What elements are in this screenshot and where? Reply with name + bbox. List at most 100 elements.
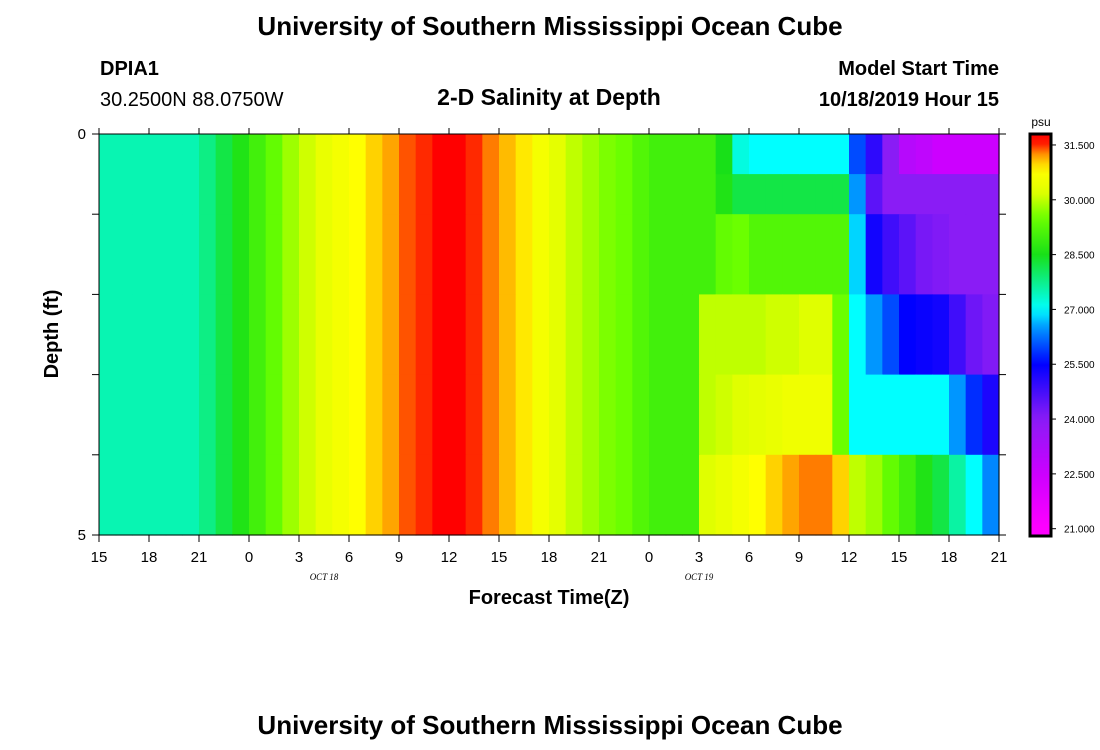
heatmap-cell: [432, 134, 450, 215]
heatmap-cell: [932, 134, 950, 175]
heatmap-cell: [432, 374, 450, 456]
heatmap-cell: [749, 134, 767, 175]
heatmap-cell: [132, 454, 150, 536]
heatmap-cell: [265, 214, 283, 295]
heatmap-cell: [715, 134, 733, 175]
colorbar-tick-label: 28.500: [1064, 251, 1095, 262]
heatmap-cell: [982, 134, 1000, 175]
heatmap-cell: [815, 374, 833, 456]
heatmap-cell: [599, 134, 617, 215]
heatmap-cell: [665, 454, 683, 536]
heatmap-cell: [799, 374, 817, 456]
heatmap-cell: [582, 454, 600, 536]
heatmap-cell: [465, 454, 483, 536]
heatmap-cell: [432, 214, 450, 295]
heatmap-cell: [715, 294, 733, 376]
heatmap-cell: [932, 374, 950, 456]
heatmap-cell: [182, 134, 200, 215]
heatmap-cell: [449, 214, 467, 295]
heatmap-cell: [865, 454, 883, 536]
heatmap-cell: [165, 214, 183, 295]
heatmap-cell: [982, 294, 1000, 376]
station-name: DPIA1: [100, 58, 159, 80]
heatmap-cell: [965, 294, 983, 376]
heatmap-cell: [932, 214, 950, 295]
heatmap-cell: [899, 454, 917, 536]
heatmap-cell: [982, 214, 1000, 295]
y-tick-label: 0: [78, 126, 86, 143]
heatmap-cell: [315, 294, 333, 376]
heatmap-cell: [549, 294, 567, 376]
heatmap-cell: [265, 454, 283, 536]
x-tick-label: 21: [191, 549, 208, 566]
date-label: OCT 18: [310, 572, 339, 582]
heatmap-cell: [415, 454, 433, 536]
heatmap-cell: [465, 134, 483, 215]
heatmap-cell: [149, 134, 167, 215]
heatmap-cell: [532, 454, 550, 536]
heatmap-cell: [665, 294, 683, 376]
x-tick-label: 12: [841, 549, 858, 566]
colorbar-tick-label: 30.000: [1064, 196, 1095, 207]
heatmap-cell: [365, 374, 383, 456]
heatmap-cell: [482, 374, 500, 456]
heatmap-cell: [265, 134, 283, 215]
heatmap-cell: [832, 134, 850, 175]
model-start-value: 10/18/2019 Hour 15: [819, 89, 999, 111]
heatmap-cell: [815, 294, 833, 376]
x-tick-label: 21: [991, 549, 1008, 566]
heatmap-cell: [282, 134, 300, 215]
heatmap-cell: [182, 294, 200, 376]
heatmap-cell: [199, 454, 217, 536]
heatmap-cell: [849, 374, 867, 456]
heatmap-cell: [899, 214, 917, 295]
heatmap-cell: [715, 214, 733, 295]
heatmap-cell: [799, 454, 817, 536]
heatmap-cell: [465, 374, 483, 456]
heatmap-cell: [699, 454, 717, 536]
heatmap-cell: [665, 374, 683, 456]
heatmap-cell: [349, 214, 367, 295]
x-tick-label: 15: [491, 549, 508, 566]
x-tick-label: 0: [245, 549, 253, 566]
heatmap-cell: [915, 134, 933, 175]
heatmap-cell: [99, 374, 117, 456]
x-tick-label: 6: [745, 549, 753, 566]
heatmap-cell: [782, 374, 800, 456]
heatmap-cell: [282, 294, 300, 376]
heatmap-cell: [582, 374, 600, 456]
heatmap-cell: [199, 134, 217, 215]
heatmap-cell: [882, 294, 900, 376]
heatmap-cell: [832, 374, 850, 456]
heatmap-cell: [799, 294, 817, 376]
colorbar-tick-label: 31.500: [1064, 141, 1095, 152]
heatmap-cell: [299, 454, 317, 536]
heatmap-cell: [865, 214, 883, 295]
heatmap-cell: [215, 134, 233, 215]
heatmap-cell: [132, 134, 150, 215]
heatmap-cell: [865, 134, 883, 175]
heatmap-cell: [665, 214, 683, 295]
heatmap-cell: [899, 294, 917, 376]
heatmap-cell: [349, 134, 367, 215]
heatmap-cell: [365, 454, 383, 536]
heatmap-cell: [299, 294, 317, 376]
heatmap-cell: [682, 134, 700, 215]
x-tick-label: 9: [395, 549, 403, 566]
heatmap-cell: [615, 454, 633, 536]
heatmap-cell: [99, 294, 117, 376]
heatmap-cell: [849, 134, 867, 175]
heatmap-cell: [965, 134, 983, 175]
heatmap-cell: [115, 374, 133, 456]
colorbar-tick-label: 22.500: [1064, 470, 1095, 481]
heatmap-cell: [832, 214, 850, 295]
heatmap-cell: [332, 214, 350, 295]
heatmap-cell: [965, 214, 983, 295]
heatmap-cell: [282, 374, 300, 456]
heatmap-cell: [882, 374, 900, 456]
heatmap-cell: [782, 294, 800, 376]
heatmap-cell: [315, 214, 333, 295]
heatmap-cell: [782, 134, 800, 175]
heatmap-cell: [249, 454, 267, 536]
heatmap-cell: [232, 454, 250, 536]
